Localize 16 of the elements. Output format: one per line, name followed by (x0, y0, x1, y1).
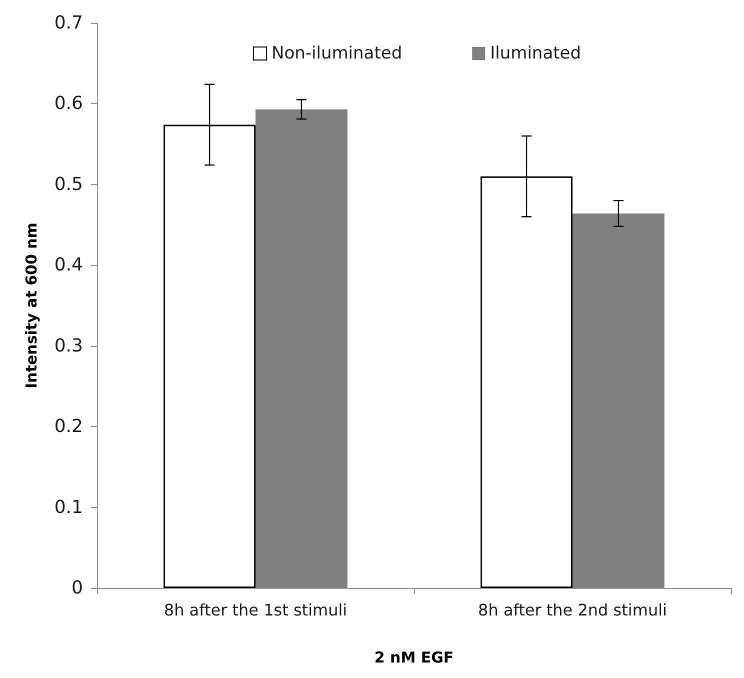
y-tick-label: 0.3 (54, 335, 83, 356)
y-tick-label: 0 (72, 578, 83, 598)
x-tick-label: 8h after the 2nd stimuli (478, 600, 667, 620)
legend-label: Non-iluminated (272, 44, 402, 64)
y-tick-label: 0.6 (54, 93, 83, 114)
legend-label: Iluminated (490, 44, 582, 64)
bar (572, 213, 664, 588)
y-tick-label: 0.1 (54, 496, 83, 518)
y-tick-label: 0.5 (54, 174, 83, 195)
x-tick-label: 8h after the 1st stimuli (164, 600, 348, 620)
y-axis-title: Intensity at 600 nm (22, 222, 40, 388)
x-axis-title: 2 nM EGF (374, 648, 454, 666)
y-tick-label: 0.2 (54, 416, 83, 438)
y-tick-label: 0.4 (54, 254, 83, 276)
y-tick-label: 0.7 (54, 12, 83, 34)
bar (256, 109, 348, 588)
